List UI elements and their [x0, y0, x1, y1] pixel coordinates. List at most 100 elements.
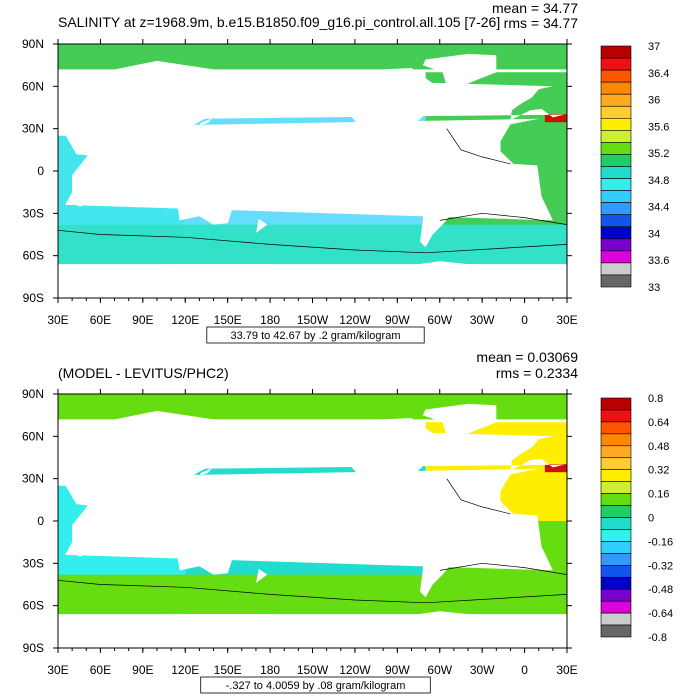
contour-line [446, 478, 511, 515]
x-tick-label: 30W [470, 313, 495, 327]
land-mask [0, 261, 16, 298]
x-tick-label: 120W [339, 313, 371, 327]
colorbar-box [600, 93, 632, 107]
colorbar-box [600, 553, 632, 566]
x-tick-label: 180 [260, 313, 280, 327]
range-box [200, 676, 431, 694]
colorbar-box [600, 274, 632, 288]
colorbar-box [600, 154, 632, 167]
x-tick-label: 120E [171, 313, 199, 327]
mediterranean-patch [544, 114, 567, 123]
colorbar-box [600, 576, 632, 590]
colorbar-label: 0.8 [648, 393, 663, 405]
land-mask [100, 611, 525, 648]
range-label: 33.79 to 42.67 by .2 gram/kilogram [231, 330, 401, 342]
colorbar-box [600, 238, 632, 252]
colorbar-label: 37 [648, 41, 660, 53]
land-mask [176, 536, 232, 575]
colorbar-box [600, 505, 632, 518]
colorbar-box [600, 529, 632, 542]
colorbar-box [600, 45, 632, 59]
land-mask [587, 188, 596, 206]
land-mask [516, 89, 528, 101]
rms-stat: rms = 0.2334 [496, 365, 578, 381]
panel-title: (MODEL - LEVITUS/PHC2) [58, 365, 229, 381]
land-mask [567, 72, 700, 120]
land-mask [77, 187, 87, 207]
colorbar-box [600, 214, 632, 228]
land-mask [287, 418, 447, 510]
land-mask [570, 469, 700, 571]
x-tick-label: 0 [521, 663, 528, 677]
colorbar-box [600, 409, 632, 423]
colorbar-label: 0.16 [648, 489, 669, 501]
map-field [0, 44, 700, 298]
x-tick-label: 0 [521, 313, 528, 327]
land-mask [199, 457, 217, 476]
colorbar-box [600, 600, 632, 614]
y-tick-label: 90S [23, 291, 44, 305]
colorbar-box [600, 564, 632, 578]
colorbar-label: 35.6 [648, 121, 669, 133]
mediterranean-patch [544, 464, 567, 473]
x-tick-label: 150E [214, 313, 242, 327]
colorbar-label: 0.32 [648, 465, 669, 477]
land-mask [176, 186, 232, 225]
land-mask [422, 403, 497, 437]
colorbar-box [600, 118, 632, 131]
land-mask [77, 537, 87, 557]
y-tick-label: 60N [22, 429, 44, 443]
x-tick-label: 60E [90, 313, 111, 327]
x-tick-label: 90E [132, 663, 153, 677]
land-mask [7, 89, 18, 100]
x-tick-label: 30E [47, 313, 68, 327]
x-tick-label: 60W [427, 663, 452, 677]
land-mask [422, 53, 497, 87]
colorbar-box [600, 397, 632, 411]
colorbar-box [600, 433, 632, 447]
colorbar-box [600, 588, 632, 602]
land-mask [287, 68, 447, 160]
range-box [206, 326, 425, 344]
x-tick-label: 90W [385, 313, 410, 327]
colorbar-box [600, 202, 632, 215]
land-mask [567, 422, 700, 470]
y-tick-label: 90N [22, 387, 44, 401]
x-tick-label: 30E [556, 663, 577, 677]
colorbar-label: 34.8 [648, 175, 669, 187]
colorbar-box [600, 493, 632, 506]
land-mask [576, 411, 700, 518]
x-tick-label: 120E [171, 663, 199, 677]
colorbar-box [600, 421, 632, 435]
contour-line [58, 229, 567, 254]
land-mask [251, 219, 268, 236]
colorbar-box [600, 105, 632, 119]
colorbar-box [600, 517, 632, 530]
colorbar-label: -0.32 [648, 560, 673, 572]
colorbar-box [600, 178, 632, 191]
land-mask [686, 187, 700, 225]
mean-stat: mean = 34.77 [492, 0, 578, 16]
land-mask [7, 439, 18, 450]
colorbar-label: -0.8 [648, 632, 667, 644]
x-tick-label: 30E [47, 663, 68, 677]
y-tick-label: 0 [37, 164, 44, 178]
y-tick-label: 30S [23, 206, 44, 220]
colorbar-label: 0.64 [648, 417, 669, 429]
x-tick-label: 30W [470, 663, 495, 677]
land-mask [66, 478, 99, 503]
colorbar-box [600, 250, 632, 264]
land-mask [199, 107, 217, 126]
land-mask [570, 119, 700, 221]
colorbar-label: -0.64 [648, 608, 673, 620]
contour-line [58, 579, 567, 604]
range-label: -.327 to 4.0059 by .08 gram/kilogram [226, 680, 406, 692]
y-tick-label: 60S [23, 249, 44, 263]
colorbar-box [600, 481, 632, 494]
y-tick-label: 60S [23, 599, 44, 613]
colorbar-label: -0.16 [648, 536, 673, 548]
colorbar-box [600, 81, 632, 95]
land-mask [0, 611, 16, 648]
x-tick-label: 120W [339, 663, 371, 677]
